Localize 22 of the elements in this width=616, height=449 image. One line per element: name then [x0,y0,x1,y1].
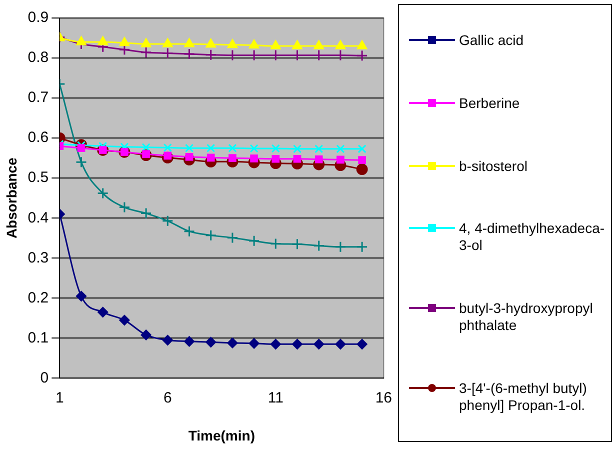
legend-label: Berberine [459,94,520,112]
x-tick-label: 16 [375,389,392,406]
x-tick-label: 11 [268,389,284,406]
y-tick-label: 0.6 [28,129,49,146]
y-tick-label: 0.3 [28,249,49,266]
legend-label: Gallic acid [459,32,524,49]
y-axis-title: Absorbance [3,157,20,239]
y-tick-label: 0.9 [28,9,49,26]
y-tick-label: 0.8 [28,49,49,66]
y-tick-label: 0.4 [28,209,49,226]
legend-label: b-sitosterol [459,158,528,175]
legend-label: 3-[4'-(6-methyl butyl) phenyl] Propan-1-ol. [459,380,588,414]
y-tick-label: 0.5 [28,169,49,186]
y-tick-label: 0 [40,369,49,386]
legend-label: butyl-3-hydroxypropyl phthalate [459,300,594,334]
y-tick-label: 0.2 [28,289,49,306]
legend-label: 4, 4-dimethylhexadeca-3-ol [459,220,606,254]
y-tick-label: 0.1 [28,329,49,346]
x-axis-title: Time(min) [188,427,255,444]
y-tick-label: 0.7 [28,89,49,106]
x-tick-label: 1 [55,389,64,406]
x-tick-label: 6 [163,389,172,406]
